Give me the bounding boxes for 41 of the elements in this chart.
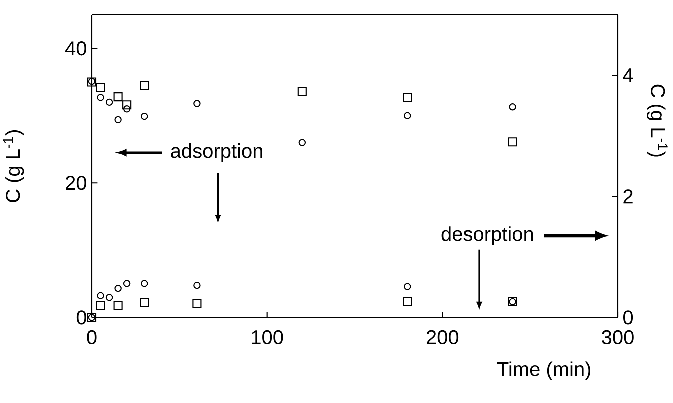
point <box>140 298 150 308</box>
point <box>403 93 412 102</box>
point <box>141 112 148 120</box>
point <box>114 116 122 124</box>
point <box>194 100 201 108</box>
x-tick-label: 0 <box>87 330 97 345</box>
y2-tick-label: 2 <box>624 190 633 204</box>
y-tick-label: 20 <box>66 176 86 190</box>
point <box>106 294 114 302</box>
y2-tick-label: 0 <box>623 310 634 325</box>
point <box>298 87 307 96</box>
point <box>404 112 412 120</box>
point <box>114 301 123 310</box>
x-tick-label: 100 <box>252 330 284 345</box>
point <box>123 106 131 113</box>
point <box>122 100 132 110</box>
point <box>97 94 104 102</box>
point <box>509 104 516 111</box>
point <box>404 283 412 290</box>
y2-axis-title: C (g L$^{-1}$) <box>647 84 668 157</box>
point <box>194 282 201 290</box>
point <box>508 138 518 147</box>
x-tick-label: 200 <box>426 330 459 345</box>
point <box>96 83 106 92</box>
point <box>403 297 412 306</box>
point <box>96 301 106 310</box>
annotation: adsorption <box>171 144 262 162</box>
x-tick-label: 300 <box>602 330 634 345</box>
point <box>141 280 148 288</box>
point <box>192 299 202 308</box>
y-tick-label: 40 <box>66 42 86 56</box>
annotation: desorption <box>442 226 534 246</box>
x-axis-title: Time (min) <box>497 362 590 380</box>
point <box>114 285 122 292</box>
point <box>140 81 150 90</box>
y2-tick-label: 4 <box>623 68 634 82</box>
point <box>298 139 306 146</box>
point <box>123 280 131 288</box>
point <box>97 292 104 300</box>
y-tick-label: 0 <box>76 310 86 325</box>
y-axis-title: C (g L$^{-1}$) <box>3 130 24 202</box>
